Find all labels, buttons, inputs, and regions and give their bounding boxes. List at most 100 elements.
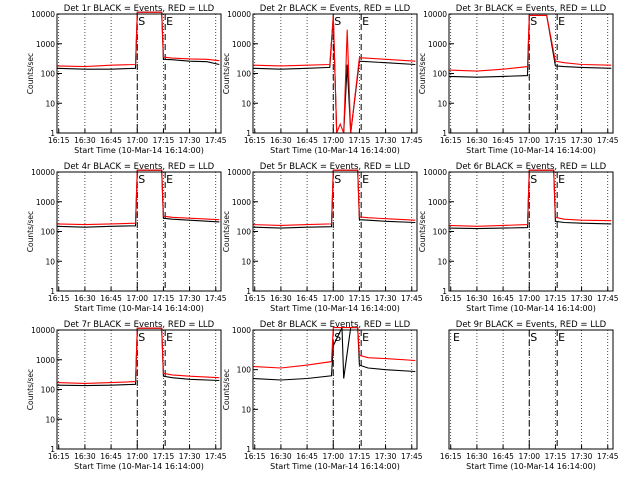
y-axis-label: Counts/sec [418, 211, 427, 252]
y-tick-label: 10 [241, 405, 251, 414]
x-tick-label: 17:15 [349, 452, 371, 461]
marker-label: E [362, 173, 369, 186]
x-tick-label: 17:45 [401, 294, 423, 303]
x-tick-label: 17:00 [126, 452, 148, 461]
marker-label: E [362, 331, 369, 344]
y-tick-label: 10000 [423, 168, 447, 177]
x-axis-label: Start Time (10-Mar-14 16:14:00) [466, 304, 596, 313]
y-tick-label: 1 [246, 129, 251, 138]
x-tick-label: 17:30 [375, 294, 397, 303]
y-axis-label: Counts/sec [222, 53, 231, 94]
y-tick-label: 100 [41, 228, 56, 237]
x-tick-label: 17:30 [571, 136, 593, 145]
y-tick-label: 10000 [227, 168, 251, 177]
x-tick-label: 16:45 [296, 136, 318, 145]
x-tick-label: 16:45 [296, 294, 318, 303]
y-tick-label: 10 [241, 257, 251, 266]
x-tick-label: 16:30 [466, 452, 488, 461]
y-tick-label: 100 [433, 228, 448, 237]
x-tick-label: 17:15 [545, 136, 567, 145]
x-tick-label: 16:45 [100, 452, 122, 461]
x-tick-label: 17:00 [518, 294, 540, 303]
chart-title: Det 6r BLACK = Events, RED = LLD [456, 162, 607, 172]
marker-label: S [530, 173, 537, 186]
x-tick-label: 16:45 [100, 294, 122, 303]
x-tick-label: 17:30 [571, 452, 593, 461]
y-tick-label: 10 [437, 99, 447, 108]
x-tick-label: 16:15 [48, 294, 70, 303]
x-tick-label: 16:45 [100, 136, 122, 145]
x-tick-label: 17:30 [179, 136, 201, 145]
y-tick-label: 1000 [428, 40, 447, 49]
x-tick-label: 16:45 [492, 136, 514, 145]
marker-label: E [558, 331, 565, 344]
y-tick-label: 1000 [36, 40, 55, 49]
marker-label: S [530, 331, 537, 344]
marker-label: E [166, 331, 173, 344]
x-tick-label: 16:15 [48, 452, 70, 461]
y-tick-label: 1 [246, 445, 251, 454]
lld-series-line [56, 327, 220, 384]
y-tick-label: 100 [237, 70, 252, 79]
marker-label: S [138, 331, 145, 344]
x-tick-label: 17:45 [597, 136, 619, 145]
marker-label: E [558, 15, 565, 28]
x-tick-label: 16:15 [440, 294, 462, 303]
lld-series-line [252, 15, 416, 134]
x-tick-label: 17:45 [205, 294, 227, 303]
events-series-line [252, 327, 416, 381]
y-axis-label: Counts/sec [418, 53, 427, 94]
x-tick-label: 17:15 [349, 294, 371, 303]
x-axis-label: Start Time (10-Mar-14 16:14:00) [74, 146, 204, 155]
y-tick-label: 10000 [423, 10, 447, 19]
marker-label: S [334, 173, 341, 186]
x-tick-label: 17:45 [401, 136, 423, 145]
lld-series-line [448, 14, 612, 72]
plot-frame [252, 329, 418, 450]
x-axis-label: Start Time (10-Mar-14 16:14:00) [74, 304, 204, 313]
chart-title: Det 3r BLACK = Events, RED = LLD [456, 4, 607, 14]
x-tick-label: 17:45 [597, 294, 619, 303]
x-tick-label: 16:15 [244, 452, 266, 461]
x-tick-label: 17:15 [153, 136, 175, 145]
marker-label: S [138, 173, 145, 186]
y-tick-label: 100 [433, 70, 448, 79]
x-tick-label: 17:00 [322, 136, 344, 145]
x-axis-label: Start Time (10-Mar-14 16:14:00) [270, 146, 400, 155]
x-tick-label: 16:30 [270, 452, 292, 461]
x-tick-label: 17:15 [545, 294, 567, 303]
y-tick-label: 1 [246, 287, 251, 296]
x-tick-label: 17:45 [205, 452, 227, 461]
x-tick-label: 16:30 [74, 136, 96, 145]
y-tick-label: 1000 [232, 326, 251, 335]
lld-series-line [56, 11, 220, 68]
y-tick-label: 100 [237, 228, 252, 237]
marker-label: E [453, 331, 460, 344]
x-tick-label: 17:15 [153, 452, 175, 461]
x-tick-label: 17:00 [126, 294, 148, 303]
chart-title: Det 1r BLACK = Events, RED = LLD [64, 4, 215, 14]
x-axis-label: Start Time (10-Mar-14 16:14:00) [74, 462, 204, 471]
y-tick-label: 1000 [232, 40, 251, 49]
x-tick-label: 16:15 [244, 294, 266, 303]
lld-series-line [56, 169, 220, 226]
y-tick-label: 10000 [31, 10, 55, 19]
y-tick-label: 1000 [36, 198, 55, 207]
y-tick-label: 10 [45, 99, 55, 108]
x-tick-label: 17:45 [401, 452, 423, 461]
x-tick-label: 17:15 [545, 452, 567, 461]
x-tick-label: 17:00 [322, 294, 344, 303]
chart-title: Det 7r BLACK = Events, RED = LLD [64, 320, 215, 330]
x-tick-label: 16:30 [466, 294, 488, 303]
x-tick-label: 16:15 [244, 136, 266, 145]
x-tick-label: 16:30 [74, 452, 96, 461]
y-axis-label: Counts/sec [222, 369, 231, 410]
